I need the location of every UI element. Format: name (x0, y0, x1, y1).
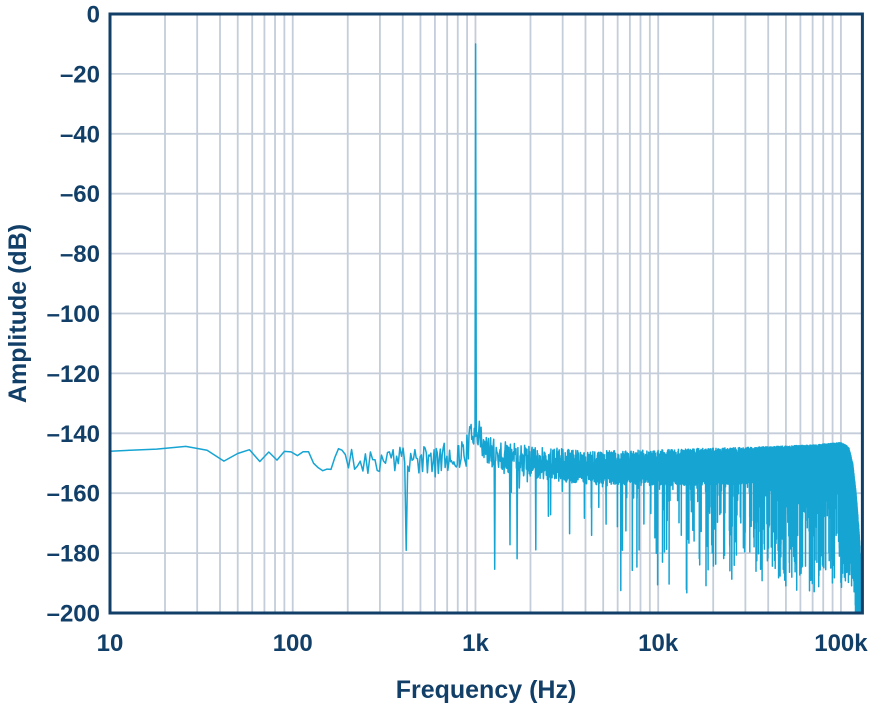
x-tick-label: 100 (273, 630, 313, 657)
y-tick-label: –40 (60, 121, 100, 148)
y-axis-title: Amplitude (dB) (4, 224, 32, 403)
y-tick-label: –60 (60, 181, 100, 208)
x-tick-label: 10 (97, 630, 124, 657)
spectrum-trace (110, 43, 863, 613)
x-tick-label: 10k (638, 630, 679, 657)
y-tick-label: –20 (60, 61, 100, 88)
y-tick-labels: 0 –20 –40 –60 –80 –100 –120 –140 –160 –180 –200 (47, 2, 100, 628)
y-tick-label: 0 (87, 2, 100, 29)
x-tick-label: 100k (814, 630, 868, 657)
y-tick-label: –120 (47, 361, 100, 388)
y-tick-label: –80 (60, 241, 100, 268)
x-axis-title: Frequency (Hz) (396, 676, 577, 704)
y-tick-label: –100 (47, 301, 100, 328)
y-tick-label: –200 (47, 601, 100, 628)
y-tick-label: –180 (47, 541, 100, 568)
x-tick-label: 1k (462, 630, 489, 657)
fft-trace-line (110, 43, 863, 613)
y-tick-label: –140 (47, 421, 100, 448)
x-tick-labels: 10 100 1k 10k 100k (97, 630, 869, 657)
y-tick-label: –160 (47, 481, 100, 508)
plot-border (108, 12, 864, 615)
